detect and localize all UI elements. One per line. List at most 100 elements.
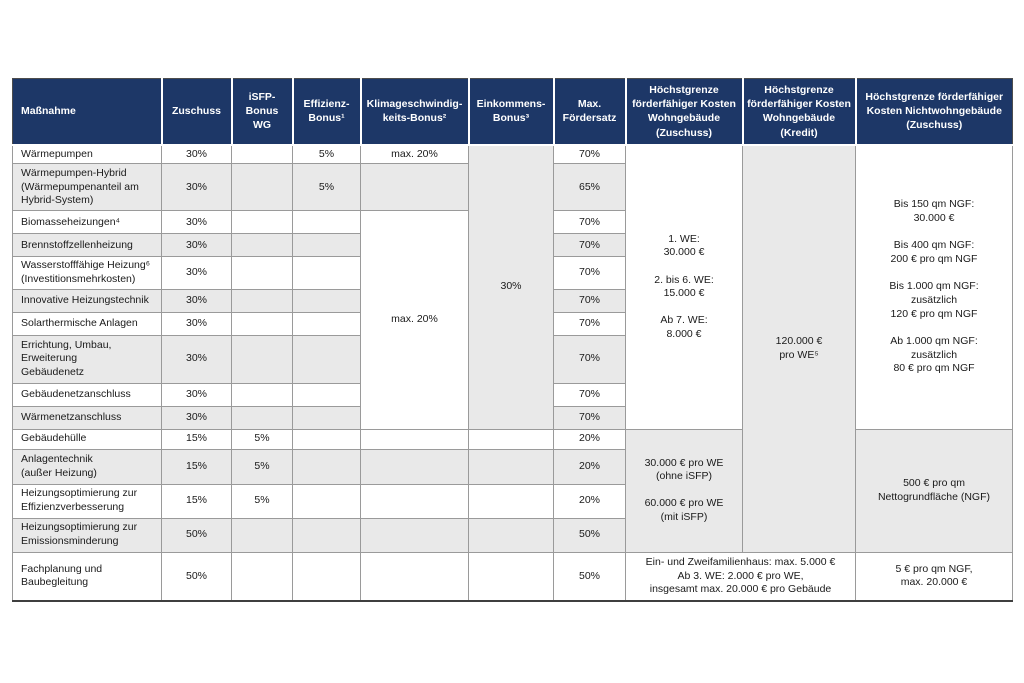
cell-empty [231,233,293,258]
header-row: Maßnahme Zuschuss iSFP- Bonus WG Effizie… [12,78,1013,146]
cell-massnahme: Anlagentechnik (außer Heizung) [12,448,162,485]
cell-empty [292,288,361,313]
cell-zuschuss: 30% [161,256,232,290]
cell-empty [468,551,554,602]
funding-table-container: Maßnahme Zuschuss iSFP- Bonus WG Effizie… [12,78,1013,603]
cell-empty [292,448,361,485]
cell-empty [292,405,361,430]
cell-empty [360,483,469,519]
cell-zuschuss: 30% [161,405,232,430]
cell-massnahme: Gebäudenetzanschluss [12,382,162,407]
cell-foerdersatz: 70% [553,288,626,313]
cell-massnahme: Gebäudehülle [12,428,162,450]
cell-hoechstgrenze-nwg-row15: 5 € pro qm NGF, max. 20.000 € [855,551,1013,602]
table-row: Heizungsoptimierung zur Effizienzverbess… [12,483,1013,519]
cell-empty [231,551,293,602]
table-row: Wärmepumpen-Hybrid (Wärmepumpenanteil am… [12,163,1013,212]
cell-massnahme: Solarthermische Anlagen [12,311,162,336]
cell-empty [360,517,469,553]
cell-empty [468,517,554,553]
cell-zuschuss: 15% [161,483,232,519]
cell-empty [292,311,361,336]
cell-massnahme: Wasserstofffähige Heizung⁶ (Investitions… [12,256,162,290]
cell-hoechstgrenze-wg-kredit-merged: 120.000 € pro WE⁵ [742,144,856,553]
cell-foerdersatz: 50% [553,517,626,553]
cell-hoechstgrenze-nwg-merged: 500 € pro qm Nettogrundfläche (NGF) [855,428,1013,553]
cell-empty [292,517,361,553]
cell-empty [292,428,361,450]
col-header-hoechstgrenze-nwg-zuschuss: Höchstgrenze förderfähiger Kosten Nichtw… [854,78,1013,146]
cell-hoechstgrenze-wg-row15-merged: Ein- und Zweifamilienhaus: max. 5.000 € … [625,551,856,602]
cell-empty [360,428,469,450]
cell-empty [231,405,293,430]
cell-foerdersatz: 70% [553,210,626,235]
col-header-hoechstgrenze-wg-kredit: Höchstgrenze förderfähiger Kosten Wohnge… [741,78,856,146]
cell-foerdersatz: 70% [553,233,626,258]
cell-isfp-bonus: 5% [231,483,293,519]
table-row: Wärmenetzanschluss 30% 70% [12,405,1013,430]
cell-empty [231,256,293,290]
cell-foerdersatz: 20% [553,483,626,519]
cell-massnahme: Innovative Heizungstechnik [12,288,162,313]
col-header-hoechstgrenze-wg-zuschuss: Höchstgrenze förderfähiger Kosten Wohnge… [624,78,743,146]
cell-massnahme: Wärmenetzanschluss [12,405,162,430]
cell-massnahme: Errichtung, Umbau, Erweiterung Gebäudene… [12,334,162,384]
cell-empty [360,163,469,212]
cell-massnahme: Heizungsoptimierung zur Emissionsminderu… [12,517,162,553]
cell-isfp-bonus: 5% [231,428,293,450]
cell-massnahme: Brennstoffzellenheizung [12,233,162,258]
cell-zuschuss: 50% [161,551,232,602]
cell-empty [292,382,361,407]
cell-zuschuss: 30% [161,163,232,212]
cell-empty [292,483,361,519]
cell-hoechstgrenze-wg-zuschuss-merged: 30.000 € pro WE (ohne iSFP) 60.000 € pro… [625,428,743,553]
cell-empty [231,311,293,336]
cell-empty [468,483,554,519]
cell-einkommens-bonus-merged: 30% [468,144,554,430]
cell-klima-bonus: max. 20% [360,144,469,165]
cell-foerdersatz: 65% [553,163,626,212]
cell-zuschuss: 30% [161,144,232,165]
cell-empty [231,163,293,212]
cell-foerdersatz: 50% [553,551,626,602]
cell-empty [231,288,293,313]
cell-zuschuss: 15% [161,428,232,450]
cell-hoechstgrenze-nwg-merged: Bis 150 qm NGF: 30.000 € Bis 400 qm NGF:… [855,144,1013,430]
cell-foerdersatz: 20% [553,448,626,485]
cell-zuschuss: 50% [161,517,232,553]
cell-empty [360,551,469,602]
cell-foerdersatz: 70% [553,311,626,336]
cell-foerdersatz: 70% [553,144,626,165]
col-header-max-foerdersatz: Max. Fördersatz [552,78,626,146]
cell-massnahme: Heizungsoptimierung zur Effizienzverbess… [12,483,162,519]
cell-zuschuss: 30% [161,334,232,384]
cell-empty [231,382,293,407]
cell-zuschuss: 30% [161,288,232,313]
cell-foerdersatz: 70% [553,405,626,430]
col-header-massnahme: Maßnahme [12,78,162,146]
table-row: Wasserstofffähige Heizung⁶ (Investitions… [12,256,1013,290]
cell-empty [231,210,293,235]
cell-empty [360,448,469,485]
cell-effizienz-bonus: 5% [292,163,361,212]
table-row: Gebäudenetzanschluss 30% 70% [12,382,1013,407]
cell-zuschuss: 30% [161,210,232,235]
cell-empty [231,517,293,553]
cell-massnahme: Biomasseheizungen⁴ [12,210,162,235]
cell-empty [292,551,361,602]
table-row: Fachplanung und Baubegleitung 50% 50% Ei… [12,551,1013,602]
table-row: Errichtung, Umbau, Erweiterung Gebäudene… [12,334,1013,384]
cell-foerdersatz: 70% [553,382,626,407]
cell-massnahme: Wärmepumpen [12,144,162,165]
cell-foerdersatz: 70% [553,334,626,384]
table-row: Wärmepumpen 30% 5% max. 20% 30% 70% 1. W… [12,144,1013,553]
col-header-isfp-bonus-wg: iSFP- Bonus WG [230,78,293,146]
col-header-zuschuss: Zuschuss [160,78,232,146]
table-row: Anlagentechnik (außer Heizung) 15% 5% 20… [12,448,1013,485]
cell-empty [231,144,293,165]
cell-empty [292,233,361,258]
col-header-effizienz-bonus: Effizienz- Bonus¹ [291,78,361,146]
cell-foerdersatz: 20% [553,428,626,450]
cell-empty [231,334,293,384]
cell-empty [292,334,361,384]
